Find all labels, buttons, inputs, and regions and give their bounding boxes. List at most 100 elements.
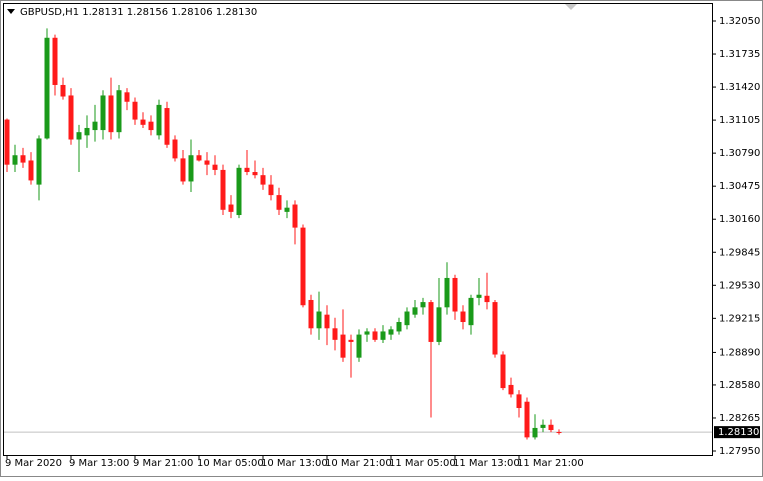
- candle-body: [492, 302, 498, 355]
- candle-body: [100, 95, 106, 131]
- candle-body: [44, 37, 50, 139]
- candle-body: [60, 84, 66, 97]
- candle-body: [468, 297, 474, 326]
- x-tick-label: 9 Mar 21:00: [133, 458, 193, 469]
- candle-body: [252, 172, 258, 176]
- candle-body: [276, 195, 282, 210]
- candle-body: [196, 155, 202, 161]
- candle-body: [116, 90, 122, 133]
- y-tick-label: 1.32050: [719, 16, 760, 27]
- candle-body: [308, 299, 314, 329]
- candle-body: [204, 160, 210, 165]
- candle-body: [292, 204, 298, 228]
- candle-body: [396, 322, 402, 332]
- candle-body: [508, 384, 514, 395]
- candle-body: [12, 155, 18, 165]
- x-tick-label: 9 Mar 13:00: [69, 458, 129, 469]
- candle-body: [348, 339, 354, 342]
- candle-body: [76, 132, 82, 140]
- candle-body: [436, 307, 442, 342]
- candle-body: [500, 354, 506, 389]
- candle-body: [364, 331, 370, 335]
- candle-body: [388, 329, 394, 335]
- candle-body: [420, 302, 426, 308]
- y-tick-label: 1.28580: [719, 380, 760, 391]
- x-tick-label: 10 Mar 13:00: [261, 458, 328, 469]
- candle-body: [172, 139, 178, 159]
- candle-body: [28, 160, 34, 181]
- x-tick-label: 10 Mar 21:00: [325, 458, 392, 469]
- candle-body: [4, 119, 10, 165]
- candle-body: [236, 167, 242, 216]
- x-tick-label: 11 Mar 05:00: [389, 458, 456, 469]
- candle-body: [404, 311, 410, 326]
- candle-body: [228, 204, 234, 212]
- candle-body: [476, 294, 482, 298]
- candle-body: [156, 104, 162, 136]
- plot-frame: [3, 3, 713, 456]
- candle-body: [68, 95, 74, 140]
- candle-body: [244, 167, 250, 173]
- candle-body: [220, 169, 226, 210]
- candle-body: [84, 127, 90, 136]
- candle-body: [284, 207, 290, 212]
- shift-marker: [565, 4, 577, 10]
- candle-body: [124, 92, 130, 102]
- y-tick-label: 1.29845: [719, 247, 760, 258]
- y-tick-label: 1.30790: [719, 148, 760, 159]
- current-price-box: [714, 426, 760, 439]
- candle-body: [132, 101, 138, 120]
- candle-body: [148, 121, 154, 131]
- candle-body: [260, 175, 266, 185]
- candle-body: [332, 328, 338, 340]
- candle-body: [188, 155, 194, 182]
- candle-body: [516, 394, 522, 409]
- candle-body: [428, 302, 434, 342]
- candle-body: [300, 227, 306, 306]
- candle-body: [356, 334, 362, 358]
- candle-body: [540, 424, 546, 428]
- x-tick-label: 11 Mar 13:00: [453, 458, 520, 469]
- candle-body: [108, 95, 114, 133]
- candle-body: [180, 158, 186, 182]
- y-tick-label: 1.31420: [719, 82, 760, 93]
- candle-body: [452, 277, 458, 312]
- y-tick-label: 1.31105: [719, 115, 760, 126]
- candle-body: [316, 311, 322, 329]
- candle-body: [36, 138, 42, 185]
- candle-body: [524, 401, 530, 438]
- y-tick-label: 1.29530: [719, 280, 760, 291]
- y-tick-label: 1.30475: [719, 181, 760, 192]
- candle-body: [324, 314, 330, 329]
- candle-body: [444, 277, 450, 308]
- y-tick-label: 1.28265: [719, 413, 760, 424]
- candle-body: [532, 427, 538, 438]
- candle-body: [548, 424, 554, 431]
- menu-arrow[interactable]: [7, 9, 15, 14]
- x-tick-label: 10 Mar 05:00: [197, 458, 264, 469]
- candle-body: [20, 155, 26, 163]
- candle-body: [340, 334, 346, 358]
- x-tick-label: 11 Mar 21:00: [517, 458, 584, 469]
- candle-body: [412, 307, 418, 315]
- y-tick-label: 1.29215: [719, 313, 760, 324]
- candle-body: [52, 37, 58, 85]
- y-tick-label: 1.28890: [719, 347, 760, 358]
- current-price-label: 1.28130: [718, 427, 759, 438]
- candle-body: [212, 164, 218, 170]
- candle-body: [268, 184, 274, 196]
- chart-title: GBPUSD,H1 1.28131 1.28156 1.28106 1.2813…: [20, 7, 257, 18]
- candle-body: [140, 119, 146, 125]
- candle-body: [460, 311, 466, 323]
- y-tick-label: 1.27950: [719, 446, 760, 457]
- candle-body: [372, 331, 378, 340]
- x-tick-label: 9 Mar 2020: [5, 458, 62, 469]
- y-tick-label: 1.30160: [719, 214, 760, 225]
- candle-body: [164, 108, 170, 145]
- candle-body: [380, 331, 386, 340]
- candle-body: [484, 295, 490, 303]
- candle-body: [556, 432, 562, 434]
- y-tick-label: 1.31735: [719, 49, 760, 60]
